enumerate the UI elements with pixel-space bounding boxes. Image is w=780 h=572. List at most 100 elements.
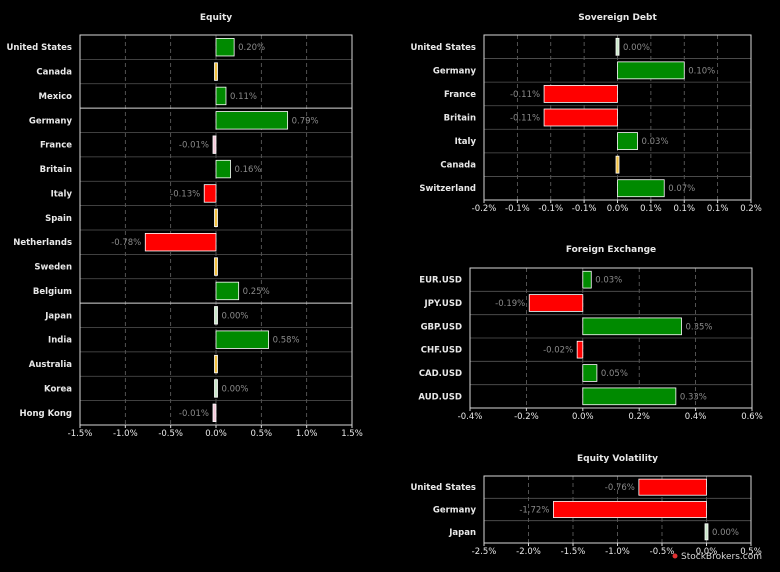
plot-frame bbox=[483, 475, 752, 544]
bar-india bbox=[215, 330, 269, 349]
bar-chf-usd bbox=[576, 340, 584, 359]
x-tick-label: -1.0% bbox=[113, 429, 138, 439]
value-label-germany: 0.79% bbox=[292, 116, 319, 126]
bar-germany bbox=[553, 501, 707, 518]
x-tick-label: 0.5% bbox=[251, 429, 273, 439]
value-label-eur-usd: 0.03% bbox=[595, 276, 622, 286]
watermark: StockBrokers.com bbox=[672, 552, 762, 562]
x-tick-label: 0.0% bbox=[607, 204, 629, 214]
bar-united-states bbox=[215, 38, 235, 57]
value-label-hong-kong: -0.01% bbox=[179, 409, 209, 419]
x-tick-label: -0.1% bbox=[538, 204, 563, 214]
x-tick-label: -1.0% bbox=[605, 547, 630, 557]
category-label-chf-usd: CHF.USD bbox=[421, 346, 462, 356]
x-tick-label: 0.5% bbox=[740, 547, 762, 557]
bar-hong-kong bbox=[212, 403, 217, 422]
category-label-mexico: Mexico bbox=[39, 92, 73, 102]
bar-japan bbox=[704, 523, 709, 541]
bar-spain bbox=[214, 208, 218, 227]
x-tick-label: -1.5% bbox=[68, 429, 93, 439]
x-tick-label: -0.1% bbox=[505, 204, 530, 214]
category-label-india: India bbox=[48, 336, 72, 346]
category-label-united-states: United States bbox=[410, 43, 476, 53]
x-tick-label: 0.6% bbox=[741, 412, 763, 422]
bar-united-states bbox=[615, 37, 620, 56]
category-label-switzerland: Switzerland bbox=[419, 184, 476, 194]
category-label-australia: Australia bbox=[29, 360, 73, 370]
value-label-united-states: 0.20% bbox=[238, 43, 265, 53]
value-label-japan: 0.00% bbox=[712, 528, 739, 538]
bar-sweden bbox=[214, 257, 218, 276]
category-label-italy: Italy bbox=[51, 189, 73, 199]
category-label-united-states: United States bbox=[6, 43, 72, 53]
value-label-italy: -0.13% bbox=[170, 189, 200, 199]
x-tick-label: -0.5% bbox=[158, 429, 183, 439]
value-label-cad-usd: 0.05% bbox=[601, 369, 628, 379]
category-label-japan: Japan bbox=[44, 311, 72, 321]
value-label-france: -0.01% bbox=[179, 141, 209, 151]
x-tick-label: -0.1% bbox=[572, 204, 597, 214]
value-label-japan: 0.00% bbox=[222, 311, 249, 321]
chart-title: Foreign Exchange bbox=[566, 245, 656, 255]
bar-france bbox=[212, 135, 217, 154]
value-label-germany: 0.10% bbox=[688, 66, 715, 76]
chart-title: Sovereign Debt bbox=[578, 13, 657, 23]
category-label-hong-kong: Hong Kong bbox=[20, 409, 72, 419]
bar-eur-usd bbox=[582, 270, 592, 289]
chart-sovereign-debt: Sovereign Debt -0.2% -0.1% -0.1% -0.1% 0.0% 0.… bbox=[410, 13, 761, 214]
bar-britain bbox=[543, 108, 618, 127]
x-tick-label: -1.5% bbox=[561, 547, 586, 557]
value-label-gbp-usd: 0.35% bbox=[686, 322, 713, 332]
value-label-jpy-usd: -0.19% bbox=[495, 299, 525, 309]
bar-jpy-usd bbox=[528, 294, 584, 312]
category-label-belgium: Belgium bbox=[33, 287, 72, 297]
category-label-korea: Korea bbox=[44, 384, 72, 394]
x-tick-label: 0.0% bbox=[572, 412, 594, 422]
category-label-germany: Germany bbox=[29, 116, 73, 126]
x-tick-label: 0.1% bbox=[673, 204, 695, 214]
value-label-netherlands: -0.78% bbox=[111, 238, 141, 248]
category-label-japan: Japan bbox=[448, 528, 476, 538]
category-label-spain: Spain bbox=[45, 214, 72, 224]
category-label-canada: Canada bbox=[440, 161, 476, 171]
x-tick-label: -0.2% bbox=[472, 204, 497, 214]
value-label-france: -0.11% bbox=[510, 90, 540, 100]
x-tick-label: -0.4% bbox=[458, 412, 483, 422]
bar-canada bbox=[214, 62, 218, 81]
x-tick-label: 0.1% bbox=[640, 204, 662, 214]
bar-australia bbox=[214, 354, 218, 374]
bar-mexico bbox=[215, 86, 227, 106]
bar-aud-usd bbox=[582, 387, 677, 406]
value-label-belgium: 0.25% bbox=[243, 287, 270, 297]
bar-japan bbox=[214, 306, 218, 325]
value-label-india: 0.58% bbox=[273, 336, 300, 346]
bar-korea bbox=[214, 379, 218, 398]
bar-belgium bbox=[215, 281, 240, 301]
value-label-britain: 0.16% bbox=[235, 165, 262, 175]
value-label-aud-usd: 0.33% bbox=[680, 392, 707, 402]
category-label-aud-usd: AUD.USD bbox=[418, 392, 462, 402]
x-tick-label: -0.5% bbox=[650, 547, 675, 557]
category-label-germany: Germany bbox=[433, 66, 477, 76]
category-label-germany: Germany bbox=[433, 506, 477, 516]
plot-frame bbox=[483, 34, 752, 201]
x-tick-label: -2.0% bbox=[516, 547, 541, 557]
category-label-netherlands: Netherlands bbox=[13, 238, 72, 248]
value-label-switzerland: 0.07% bbox=[668, 184, 695, 194]
category-label-france: France bbox=[444, 90, 476, 100]
bar-cad-usd bbox=[582, 364, 598, 382]
category-label-gbp-usd: GBP.USD bbox=[421, 322, 462, 332]
x-tick-label: -0.2% bbox=[514, 412, 539, 422]
chart-title: Equity bbox=[200, 13, 232, 23]
bar-britain bbox=[215, 159, 231, 179]
bar-germany bbox=[215, 111, 289, 130]
plot-frame bbox=[469, 267, 753, 409]
category-label-britain: Britain bbox=[444, 114, 476, 124]
watermark-text: StockBrokers.com bbox=[681, 552, 762, 562]
category-label-france: France bbox=[40, 141, 72, 151]
plot-frame bbox=[79, 34, 353, 426]
value-label-united-states: -0.76% bbox=[605, 483, 635, 493]
bar-switzerland bbox=[617, 179, 665, 198]
category-label-united-states: United States bbox=[410, 483, 476, 493]
bar-canada bbox=[615, 155, 620, 174]
